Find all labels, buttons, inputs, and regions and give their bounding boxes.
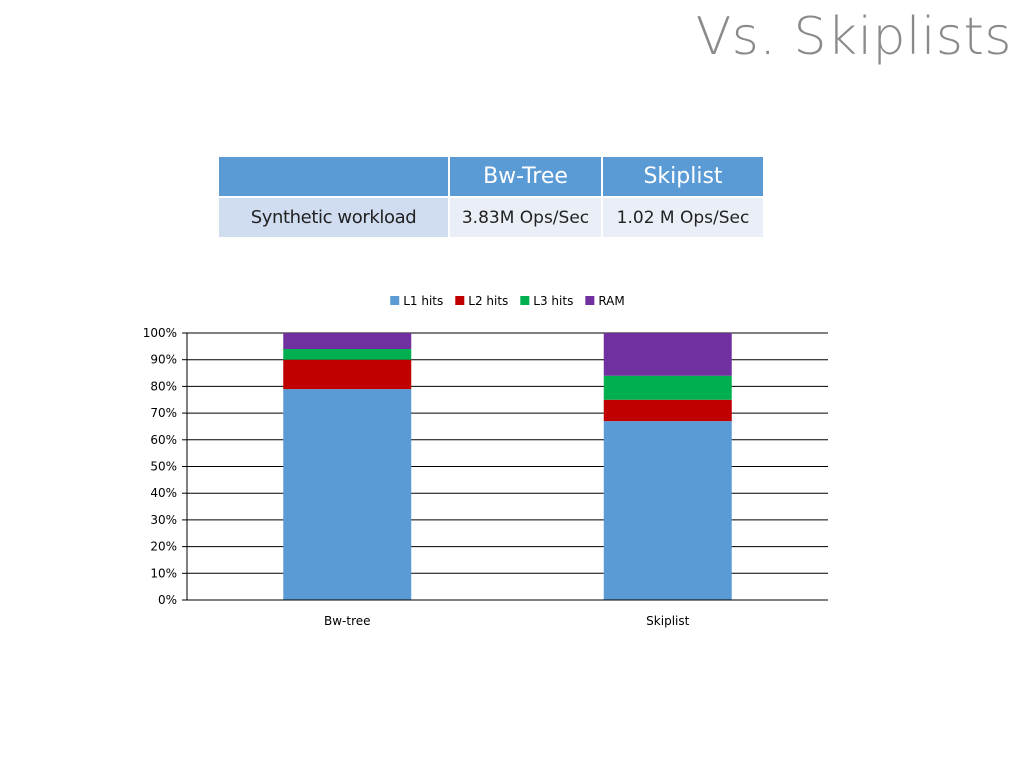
y-tick-label: 70% xyxy=(150,406,177,420)
x-tick-label: Bw-tree xyxy=(324,614,371,628)
bar-segment-l1-hits-skiplist xyxy=(603,421,732,600)
table-header-bw-tree: Bw-Tree xyxy=(449,157,603,197)
y-tick-label: 10% xyxy=(150,566,177,580)
bar-segment-ram-bw-tree xyxy=(283,333,412,350)
bar-segment-l3-hits-bw-tree xyxy=(283,349,412,360)
chart-legend: L1 hits L2 hits L3 hits RAM xyxy=(390,294,625,308)
legend-swatch-ram xyxy=(585,296,595,305)
table-row-label: Synthetic workload xyxy=(219,197,450,237)
legend-label-ram: RAM xyxy=(598,294,624,308)
chart-x-tick-labels: Bw-tree Skiplist xyxy=(324,614,690,628)
bar-segment-l2-hits-skiplist xyxy=(603,399,732,422)
table-header-skiplist: Skiplist xyxy=(602,157,763,197)
results-table: Bw-Tree Skiplist Synthetic workload 3.83… xyxy=(219,157,763,237)
legend-swatch-l2-hits xyxy=(455,296,465,305)
y-tick-label: 0% xyxy=(158,593,177,607)
table-header-row: Bw-Tree Skiplist xyxy=(219,157,763,197)
legend-label-l2-hits: L2 hits xyxy=(468,294,508,308)
chart-gridlines xyxy=(187,332,828,574)
y-tick-label: 50% xyxy=(150,460,177,474)
y-tick-label: 100% xyxy=(143,326,177,340)
table-row: Synthetic workload 3.83M Ops/Sec 1.02 M … xyxy=(219,197,763,237)
y-tick-label: 20% xyxy=(150,540,177,554)
bar-segment-l1-hits-bw-tree xyxy=(283,389,412,600)
chart-y-tick-labels: 0% 10% 20% 30% 40% 50% 60% 70% 80% 90% 100% xyxy=(143,326,187,607)
slide-title: Vs. Skiplists xyxy=(695,7,1012,67)
y-tick-label: 60% xyxy=(150,433,177,447)
table-corner-cell xyxy=(219,157,450,197)
table-cell-skiplist: 1.02 M Ops/Sec xyxy=(602,197,763,237)
chart-axes xyxy=(186,333,828,601)
legend-label-l1-hits: L1 hits xyxy=(403,294,443,308)
x-tick-label: Skiplist xyxy=(646,614,689,628)
legend-label-l3-hits: L3 hits xyxy=(533,294,573,308)
y-tick-label: 90% xyxy=(150,353,177,367)
y-tick-label: 30% xyxy=(150,513,177,527)
chart-bars xyxy=(283,333,732,600)
y-tick-label: 40% xyxy=(150,486,177,500)
bar-segment-l2-hits-bw-tree xyxy=(283,359,412,390)
y-tick-label: 80% xyxy=(150,379,177,393)
legend-swatch-l1-hits xyxy=(390,296,400,305)
bar-segment-ram-skiplist xyxy=(603,333,732,376)
legend-swatch-l3-hits xyxy=(520,296,530,305)
bar-segment-l3-hits-skiplist xyxy=(603,375,732,400)
table-cell-bw-tree: 3.83M Ops/Sec xyxy=(449,197,603,237)
